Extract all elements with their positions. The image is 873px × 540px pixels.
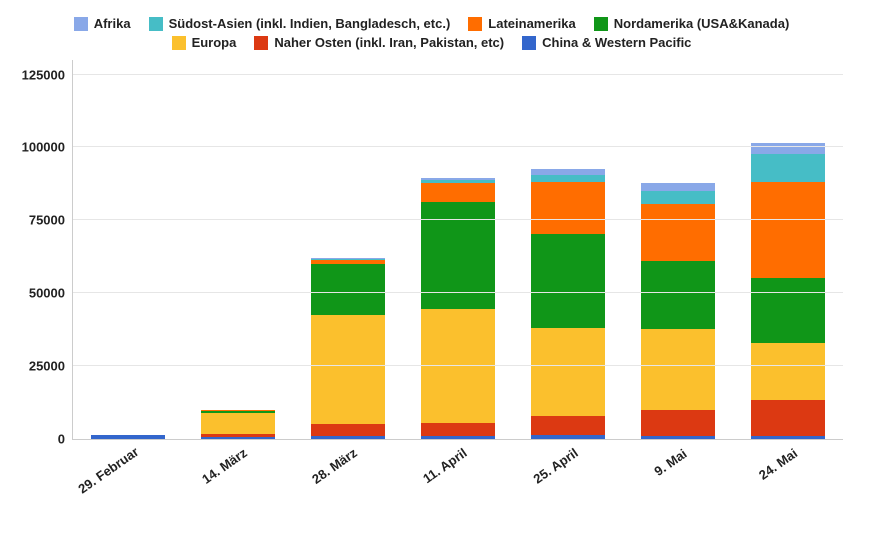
y-tick-label: 125000 [22,67,73,82]
bar-segment [751,343,826,400]
bar-segment [311,315,386,425]
bar-segment [751,154,826,182]
bar-segment [531,175,606,182]
legend-label: Nordamerika (USA&Kanada) [614,16,790,31]
legend-item: Lateinamerika [468,16,575,31]
legend-swatch [594,17,608,31]
bar-segment [201,413,276,433]
bar-slot [513,60,623,439]
legend-item: Europa [172,35,237,50]
bar-segment [531,435,606,439]
y-tick-label: 100000 [22,140,73,155]
stacked-bar [311,258,386,439]
x-tick-label: 29. Februar [75,444,141,496]
bar-segment [531,416,606,435]
bar-segment [641,410,716,436]
bar-segment [311,424,386,436]
y-tick-label: 25000 [29,359,73,374]
bar-segment [641,436,716,440]
legend-label: Südost-Asien (inkl. Indien, Bangladesch,… [169,16,451,31]
x-label-slot: 28. März [292,440,402,510]
stacked-bar-chart: Afrika Südost-Asien (inkl. Indien, Bangla… [0,0,873,540]
y-tick-label: 50000 [29,286,73,301]
grid-line [73,74,843,75]
bars-group [73,60,843,439]
y-tick-label: 0 [58,432,73,447]
bar-segment [751,143,826,154]
bar-segment [751,182,826,278]
stacked-bar [531,169,606,439]
bar-segment [751,278,826,342]
x-label-slot: 29. Februar [72,440,182,510]
stacked-bar [201,410,276,439]
legend-item: Afrika [74,16,131,31]
grid-line [73,292,843,293]
legend-swatch [468,17,482,31]
x-tick-label: 14. März [199,445,250,487]
bar-segment [641,329,716,409]
bar-segment [641,183,716,190]
bar-segment [641,204,716,261]
bar-slot [623,60,733,439]
stacked-bar [751,143,826,439]
legend-swatch [254,36,268,50]
legend-item: China & Western Pacific [522,35,691,50]
bar-slot [73,60,183,439]
x-label-slot: 24. Mai [733,440,843,510]
bar-segment [531,182,606,235]
legend-item: Südost-Asien (inkl. Indien, Bangladesch,… [149,16,451,31]
bar-segment [751,400,826,436]
bar-segment [531,328,606,416]
stacked-bar [421,178,496,439]
legend-item: Nordamerika (USA&Kanada) [594,16,790,31]
plot-area: 0250005000075000100000125000 [72,60,843,440]
x-label-slot: 25. April [513,440,623,510]
x-tick-label: 11. April [421,445,471,486]
bar-segment [751,436,826,440]
legend-swatch [522,36,536,50]
bar-segment [641,191,716,204]
stacked-bar [641,183,716,439]
bar-segment [201,437,276,439]
x-axis-labels: 29. Februar 14. März 28. März 11. April 25. … [72,440,843,510]
legend-label: Europa [192,35,237,50]
grid-line [73,219,843,220]
x-tick-label: 25. April [530,445,580,486]
bar-segment [311,264,386,315]
x-tick-label: 9. Mai [651,446,689,479]
grid-line [73,365,843,366]
bar-segment [421,423,496,435]
stacked-bar [91,435,166,439]
x-label-slot: 11. April [402,440,512,510]
bar-slot [293,60,403,439]
bar-slot [733,60,843,439]
x-tick-label: 28. März [310,445,361,487]
legend-swatch [172,36,186,50]
grid-line [73,146,843,147]
legend-swatch [149,17,163,31]
x-tick-label: 24. Mai [756,446,800,483]
bar-slot [403,60,513,439]
x-label-slot: 14. März [182,440,292,510]
bar-segment [531,234,606,328]
bar-segment [421,436,496,440]
legend-label: China & Western Pacific [542,35,691,50]
legend-label: Lateinamerika [488,16,575,31]
bar-segment [641,261,716,330]
bar-segment [91,435,166,439]
legend-swatch [74,17,88,31]
bar-slot [183,60,293,439]
legend-label: Afrika [94,16,131,31]
legend-item: Naher Osten (inkl. Iran, Pakistan, etc) [254,35,504,50]
legend: Afrika Südost-Asien (inkl. Indien, Bangla… [10,10,853,60]
bar-segment [421,183,496,202]
legend-label: Naher Osten (inkl. Iran, Pakistan, etc) [274,35,504,50]
x-label-slot: 9. Mai [623,440,733,510]
bar-segment [311,436,386,439]
y-tick-label: 75000 [29,213,73,228]
